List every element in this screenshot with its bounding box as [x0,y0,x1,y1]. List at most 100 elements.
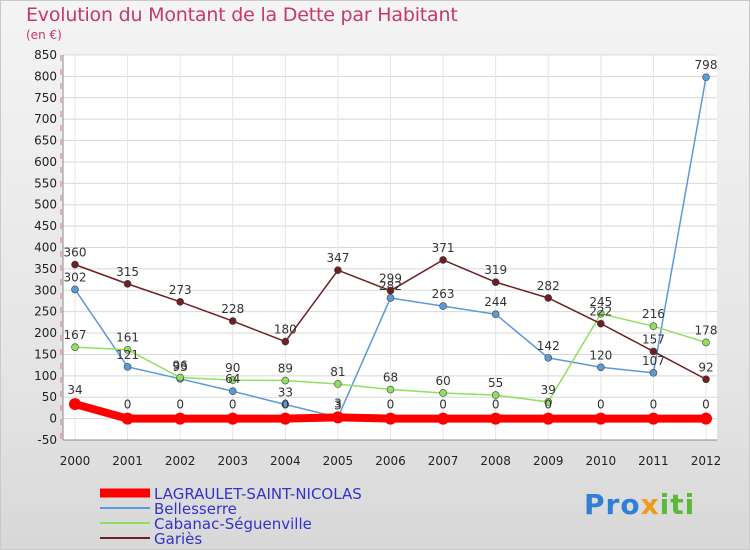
data-label: 64 [225,372,240,386]
data-label: 0 [702,398,710,412]
y-tick-label: 350 [34,262,57,276]
series-point-1 [544,354,553,362]
x-tick-label: 2001 [112,454,143,468]
series-point-1 [491,310,500,319]
data-label: 161 [116,331,139,345]
data-label: 228 [221,302,244,316]
data-label: 93 [173,360,188,374]
brand-part-2: x [640,488,660,521]
series-point-1 [649,369,658,377]
data-label: 0 [229,398,237,412]
series-point-0 [700,412,712,425]
data-label: 178 [695,323,718,337]
data-label: 3 [334,396,342,410]
series-point-2 [281,376,290,385]
series-point-2 [71,343,79,351]
data-label: 222 [589,305,612,319]
data-label: 798 [695,58,718,72]
data-label: 81 [330,365,345,379]
series-point-1 [71,285,79,294]
series-point-1 [123,363,132,371]
legend-label: Gariès [154,530,202,548]
series-point-0 [226,412,239,425]
series-point-0 [121,412,134,425]
data-label: 282 [537,279,560,293]
data-label: 60 [435,374,450,388]
y-tick-label: 50 [42,390,57,404]
data-label: 90 [225,361,240,375]
series-point-1 [597,363,605,372]
series-point-0 [542,412,555,425]
series-point-3 [439,256,447,264]
x-tick-label: 2000 [60,454,91,468]
x-tick-label: 2003 [217,454,248,468]
data-label: 0 [282,398,290,412]
y-tick-label: 450 [34,219,57,233]
data-label: 299 [379,272,402,286]
series-point-2 [544,398,553,406]
x-tick-label: 2005 [323,454,354,468]
y-tick-label: 200 [34,326,57,340]
data-label: 0 [544,398,552,412]
data-label: 0 [176,398,184,412]
series-point-0 [594,412,607,425]
series-point-3 [649,347,658,356]
axis-layer: -500501001502002503003504004505005506006… [34,48,721,468]
series-point-2 [176,373,184,382]
y-tick-label: 150 [34,347,57,361]
data-label: 34 [67,383,82,397]
data-label: 263 [432,287,455,301]
series-point-3 [491,278,500,286]
x-tick-label: 2006 [375,454,406,468]
data-label-layer: 340 0 0 0 3 0 0 0 0 0 0 030212193643332822632441421… [64,58,718,412]
data-label: 0 [439,398,447,412]
series-point-1 [281,400,290,409]
series-point-2 [334,380,342,388]
series-point-0 [489,412,502,425]
x-tick-label: 2011 [638,454,669,468]
series-point-0 [647,412,660,425]
legend: LAGRAULET-SAINT-NICOLASBellesserreCabana… [100,485,362,548]
data-label: 319 [484,263,507,277]
data-label: 55 [488,376,503,390]
y-tick-label: 400 [34,241,57,255]
series-point-3 [123,280,132,288]
series-point-1 [228,387,237,396]
proxiti-logo: Proxiti [584,488,695,521]
series-point-0 [384,412,397,425]
series-point-3 [334,266,342,274]
x-tick-label: 2012 [691,454,722,468]
series-point-0 [331,411,344,424]
series-layer [69,73,712,425]
x-tick-label: 2008 [480,454,511,468]
y-tick-label: 700 [34,112,57,126]
data-label: 273 [169,283,192,297]
data-label: 142 [537,339,560,353]
series-point-0 [437,412,450,425]
series-point-2 [649,322,658,331]
data-label: 107 [642,354,665,368]
y-tick-label: 100 [34,369,57,383]
series-point-2 [597,310,605,318]
series-point-2 [123,345,132,354]
data-label: 121 [116,348,139,362]
legend-label: Cabanac-Séguenville [154,515,312,533]
y-tick-label: 500 [34,198,57,212]
data-label: 89 [278,362,293,376]
data-label: 244 [484,295,507,309]
series-point-2 [228,376,237,384]
x-tick-label: 2002 [165,454,196,468]
data-label: 92 [698,360,713,374]
series-point-3 [597,319,605,328]
y-tick-label: 600 [34,155,57,169]
series-point-0 [174,412,187,425]
data-label: 216 [642,307,665,321]
data-label: 68 [383,371,398,385]
data-label: 302 [64,270,87,284]
x-tick-label: 2009 [533,454,564,468]
y-tick-label: 0 [49,412,57,426]
series-point-2 [491,391,500,399]
data-label: 0 [492,398,500,412]
series-point-2 [702,338,710,347]
